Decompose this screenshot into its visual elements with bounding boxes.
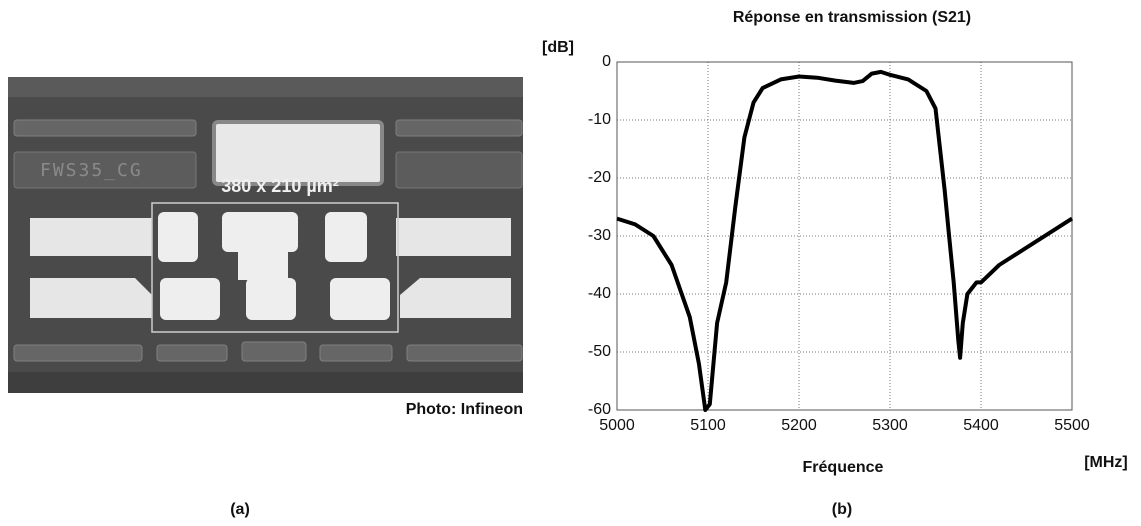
page: FWS35_CG 380 x 210 µm² Photo: Infineon (… xyxy=(0,0,1141,526)
x-unit: [MHz] xyxy=(1084,454,1128,471)
x-tick-label: 5300 xyxy=(872,417,908,434)
x-tick-label: 5100 xyxy=(690,417,726,434)
y-unit: [dB] xyxy=(542,39,574,56)
y-tick-label: 0 xyxy=(602,53,611,70)
y-tick-label: -50 xyxy=(588,343,611,360)
x-tick-label: 5000 xyxy=(599,417,635,434)
photo-credit: Photo: Infineon xyxy=(406,401,523,418)
y-tick-label: -30 xyxy=(588,227,611,244)
chip-photo: FWS35_CG 380 x 210 µm² xyxy=(8,77,523,393)
caption-b: (b) xyxy=(832,501,852,518)
caption-a: (a) xyxy=(230,501,250,518)
plot-frame xyxy=(617,62,1072,410)
y-tick-label: -20 xyxy=(588,169,611,186)
x-tick-label: 5200 xyxy=(781,417,817,434)
y-tick-label: -10 xyxy=(588,111,611,128)
x-axis-label: Fréquence xyxy=(803,459,884,476)
chart-title: Réponse en transmission (S21) xyxy=(733,9,971,26)
chip-label: FWS35_CG xyxy=(40,160,143,181)
y-tick-label: -40 xyxy=(588,285,611,302)
data-line xyxy=(617,72,1072,410)
dimension-label: 380 x 210 µm² xyxy=(221,176,338,196)
x-tick-label: 5500 xyxy=(1054,417,1090,434)
y-tick-label: -60 xyxy=(588,401,611,418)
x-tick-label: 5400 xyxy=(963,417,999,434)
